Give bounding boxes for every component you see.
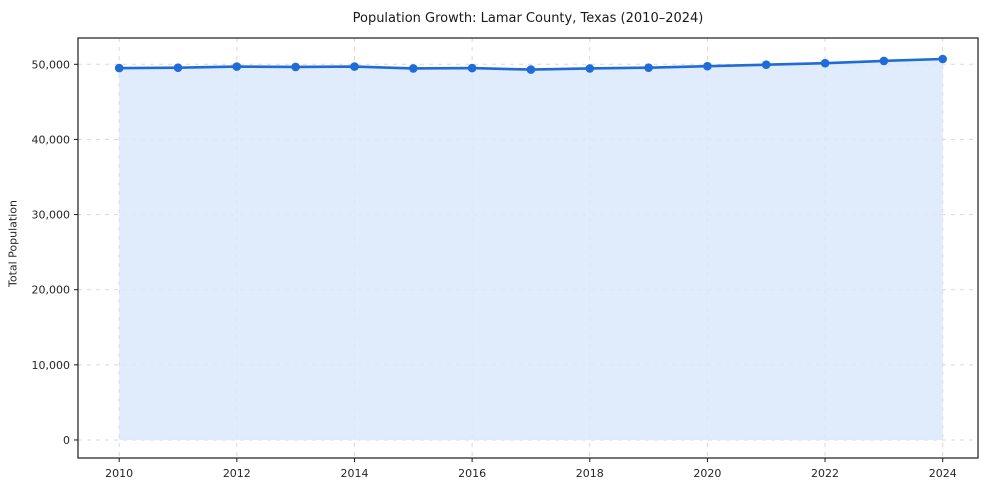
data-point xyxy=(232,62,242,71)
data-point xyxy=(467,63,477,73)
y-tick-label: 50,000 xyxy=(32,58,71,71)
x-tick-label: 2014 xyxy=(340,467,368,480)
y-tick-label: 20,000 xyxy=(32,284,71,297)
data-point xyxy=(350,62,359,71)
data-point xyxy=(703,61,712,71)
plot-border xyxy=(77,37,979,459)
data-point xyxy=(409,64,418,73)
x-tick-label: 2024 xyxy=(929,467,957,480)
data-point xyxy=(526,65,536,74)
x-tick-label: 2020 xyxy=(693,467,721,480)
series-area-fill xyxy=(119,59,943,440)
y-tick-label: 40,000 xyxy=(32,133,71,146)
data-point xyxy=(644,63,653,72)
y-tick-label: 0 xyxy=(63,434,70,447)
data-point xyxy=(585,64,595,73)
data-point xyxy=(761,60,771,69)
x-tick-label: 2022 xyxy=(811,467,839,480)
x-tick-label: 2016 xyxy=(458,467,486,480)
data-point xyxy=(173,63,183,72)
y-tick-label: 10,000 xyxy=(32,359,71,372)
data-point xyxy=(114,63,124,73)
chart-title: Population Growth: Lamar County, Texas (… xyxy=(352,11,704,26)
data-point xyxy=(820,58,830,68)
data-point xyxy=(938,54,947,64)
x-tick-label: 2012 xyxy=(223,467,251,480)
data-point xyxy=(291,62,300,72)
data-point xyxy=(879,56,889,66)
y-tick-label: 30,000 xyxy=(32,209,71,222)
x-tick-label: 2018 xyxy=(576,467,604,480)
x-tick-label: 2010 xyxy=(105,467,133,480)
